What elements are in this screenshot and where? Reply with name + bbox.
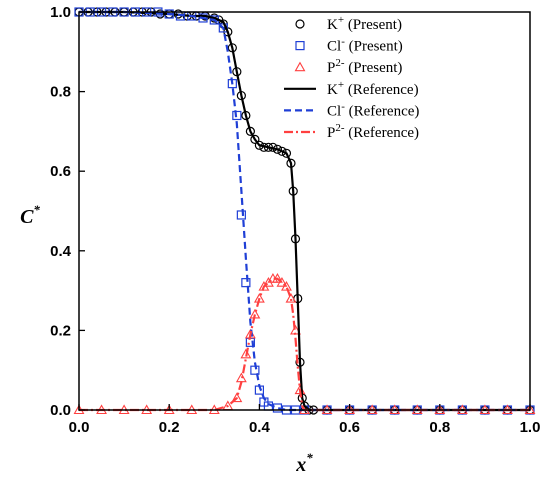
x-tick-label: 0.0 bbox=[69, 419, 90, 436]
legend-label: P2- (Reference) bbox=[327, 122, 419, 141]
data-point bbox=[241, 278, 251, 288]
series-line bbox=[79, 10, 530, 412]
y-tick-label: 1.0 bbox=[50, 4, 71, 21]
axis-ticks: 0.0 0.2 0.4 0.6 0.8 1.0 0.0 0.2 0.4 0.6 0.8 1.0 bbox=[50, 4, 540, 436]
series-k-line bbox=[79, 10, 530, 412]
y-tick-label: 0.2 bbox=[50, 322, 71, 339]
y-tick-label: 0.0 bbox=[50, 402, 71, 419]
series-line bbox=[79, 277, 530, 412]
series-k-marker bbox=[74, 7, 535, 415]
data-point bbox=[281, 148, 292, 158]
x-tick-label: 0.8 bbox=[429, 419, 450, 436]
legend-marker-swatch bbox=[295, 40, 305, 51]
y-tick-label: 0.6 bbox=[50, 163, 71, 180]
series-p-line bbox=[79, 277, 530, 412]
legend-label: P2- (Present) bbox=[327, 57, 402, 76]
x-tick-label: 0.6 bbox=[339, 419, 360, 436]
data-point bbox=[240, 348, 252, 359]
series-cl-marker bbox=[74, 7, 535, 415]
x-tick-label: 1.0 bbox=[520, 419, 541, 436]
plot-frame bbox=[78, 11, 531, 411]
series-p-marker bbox=[73, 273, 536, 415]
legend-item: P2- (Reference) bbox=[284, 122, 419, 141]
y-axis-label: C* bbox=[20, 202, 40, 228]
legend-item: Cl- (Reference) bbox=[284, 100, 419, 119]
data-point bbox=[250, 134, 260, 144]
x-axis-label: x* bbox=[295, 450, 313, 476]
legend-label: Cl- (Reference) bbox=[327, 100, 419, 119]
legend-item: P2- (Present) bbox=[294, 57, 402, 76]
legend-item: K+ (Reference) bbox=[284, 79, 419, 98]
data-point bbox=[198, 13, 208, 23]
legend-marker-swatch bbox=[294, 61, 306, 72]
legend: K+ (Present) Cl- (Present) P2- (Present) K+… bbox=[284, 14, 419, 141]
x-tick-label: 0.2 bbox=[159, 419, 180, 436]
legend-item: Cl- (Present) bbox=[295, 36, 403, 55]
data-point bbox=[285, 292, 297, 303]
series-line bbox=[79, 10, 530, 412]
y-tick-label: 0.8 bbox=[50, 84, 71, 101]
legend-label: K+ (Reference) bbox=[327, 79, 419, 98]
series-cl-line bbox=[79, 10, 530, 412]
data-point bbox=[281, 280, 292, 291]
data-point bbox=[232, 110, 242, 121]
legend-label: Cl- (Present) bbox=[327, 36, 403, 55]
data-point bbox=[231, 392, 243, 403]
plot-marks bbox=[73, 7, 536, 415]
data-point bbox=[236, 210, 246, 220]
y-tick-label: 0.4 bbox=[50, 243, 72, 260]
legend-label: K+ (Present) bbox=[327, 14, 402, 33]
x-tick-label: 0.4 bbox=[249, 419, 271, 436]
data-point bbox=[277, 146, 287, 156]
legend-item: K+ (Present) bbox=[295, 14, 402, 33]
data-point bbox=[276, 277, 288, 287]
legend-marker-swatch bbox=[295, 19, 305, 29]
